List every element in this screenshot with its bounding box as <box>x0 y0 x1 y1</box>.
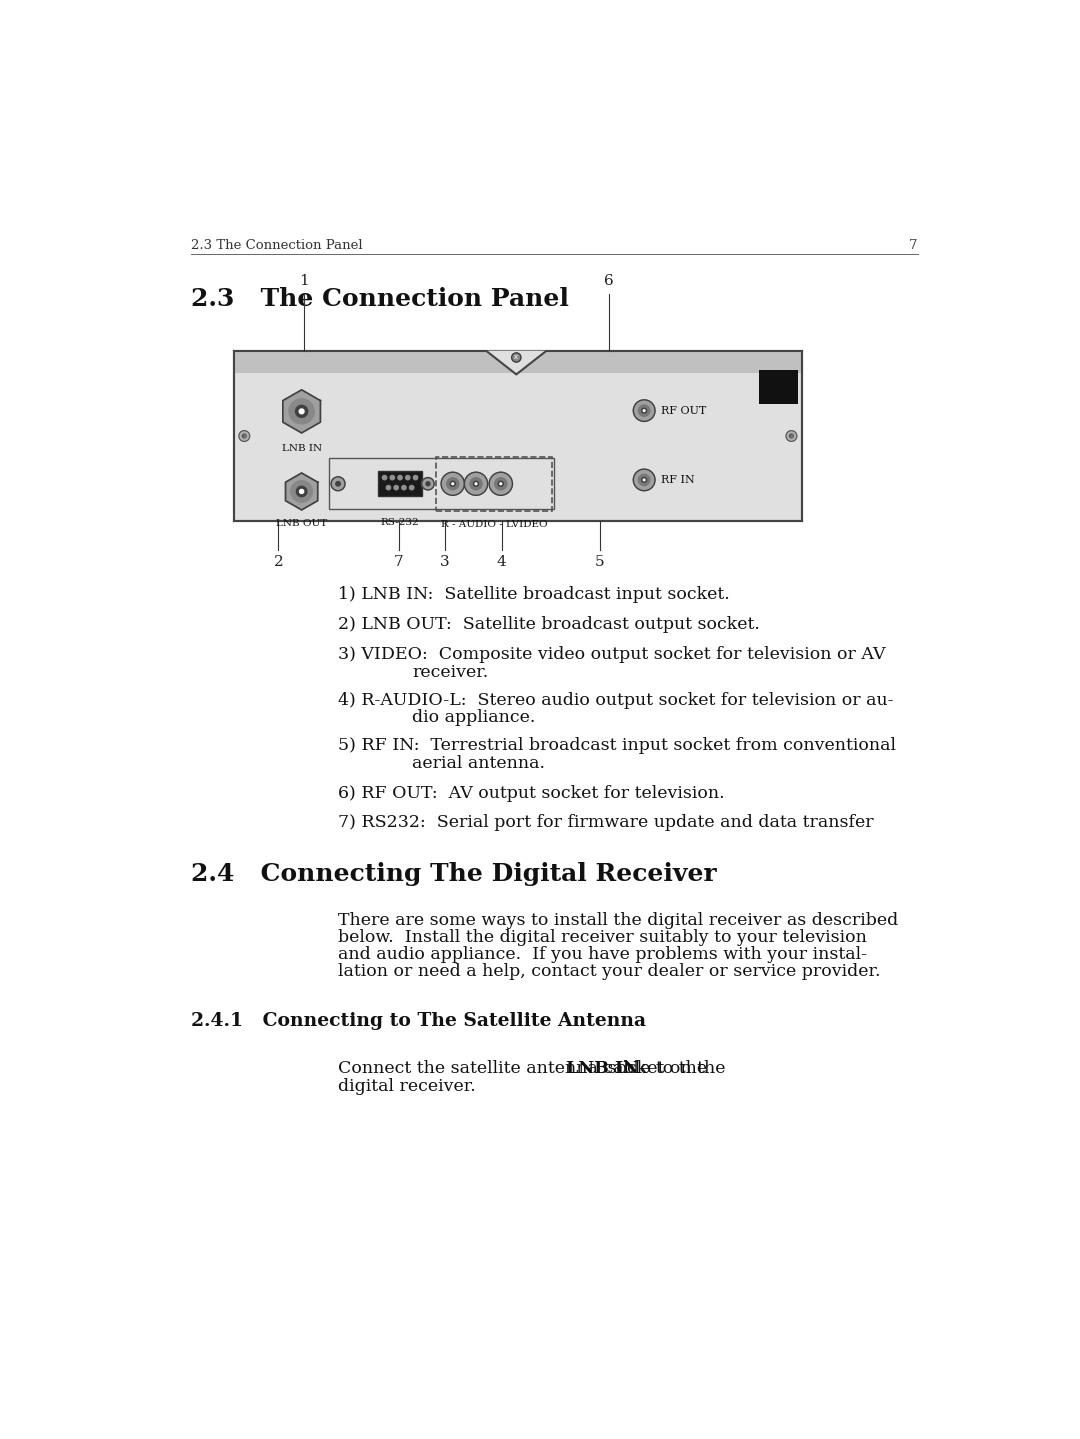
Circle shape <box>387 485 391 489</box>
Circle shape <box>642 409 647 413</box>
Circle shape <box>644 410 645 412</box>
Text: digital receiver.: digital receiver. <box>338 1078 476 1095</box>
Circle shape <box>495 478 507 489</box>
FancyBboxPatch shape <box>328 459 554 509</box>
Circle shape <box>299 489 303 494</box>
Text: and audio appliance.  If you have problems with your instal-: and audio appliance. If you have problem… <box>338 945 867 963</box>
Circle shape <box>289 399 314 425</box>
Circle shape <box>336 482 340 486</box>
Text: 6) RF OUT:  AV output socket for television.: 6) RF OUT: AV output socket for televisi… <box>338 784 725 802</box>
Text: 2) LNB OUT:  Satellite broadcast output socket.: 2) LNB OUT: Satellite broadcast output s… <box>338 616 760 633</box>
Circle shape <box>422 478 434 489</box>
Text: LNB IN: LNB IN <box>282 443 322 453</box>
Text: RF OUT: RF OUT <box>661 406 706 416</box>
Text: Connect the satellite antenna cable to the: Connect the satellite antenna cable to t… <box>338 1061 713 1078</box>
Circle shape <box>638 404 650 416</box>
Circle shape <box>475 484 477 485</box>
FancyBboxPatch shape <box>234 351 801 373</box>
Text: 2.4   Connecting The Digital Receiver: 2.4 Connecting The Digital Receiver <box>191 862 716 886</box>
Text: 5: 5 <box>595 554 605 568</box>
Text: 1) LNB IN:  Satellite broadcast input socket.: 1) LNB IN: Satellite broadcast input soc… <box>338 586 730 603</box>
FancyBboxPatch shape <box>759 370 798 404</box>
Text: RS-232: RS-232 <box>381 518 419 528</box>
Text: 6: 6 <box>605 275 615 288</box>
Circle shape <box>638 475 650 485</box>
Text: 2.3 The Connection Panel: 2.3 The Connection Panel <box>191 239 363 252</box>
Polygon shape <box>487 351 545 374</box>
Text: 4) R-AUDIO-L:  Stereo audio output socket for television or au-: 4) R-AUDIO-L: Stereo audio output socket… <box>338 692 893 708</box>
Circle shape <box>473 481 478 486</box>
Circle shape <box>464 472 488 495</box>
Polygon shape <box>283 390 321 433</box>
Circle shape <box>397 475 402 479</box>
Circle shape <box>789 435 794 437</box>
Circle shape <box>512 353 521 363</box>
Text: 5) RF IN:  Terrestrial broadcast input socket from conventional: 5) RF IN: Terrestrial broadcast input so… <box>338 737 896 754</box>
Text: LNB IN: LNB IN <box>566 1061 638 1078</box>
Circle shape <box>406 475 410 479</box>
Polygon shape <box>285 473 318 509</box>
Text: RF IN: RF IN <box>661 475 694 485</box>
Circle shape <box>426 482 430 486</box>
Circle shape <box>394 485 399 489</box>
Circle shape <box>500 484 502 485</box>
Circle shape <box>296 406 308 417</box>
Text: lation or need a help, contact your dealer or service provider.: lation or need a help, contact your deal… <box>338 963 880 980</box>
Text: There are some ways to install the digital receiver as described: There are some ways to install the digit… <box>338 912 899 930</box>
Text: dio appliance.: dio appliance. <box>413 709 536 727</box>
Text: LNB OUT: LNB OUT <box>276 519 327 528</box>
Text: x: x <box>789 433 794 439</box>
Circle shape <box>291 481 312 502</box>
Circle shape <box>498 481 503 486</box>
Text: 1: 1 <box>299 275 309 288</box>
FancyBboxPatch shape <box>378 472 422 496</box>
Text: R - AUDIO - LVIDEO: R - AUDIO - LVIDEO <box>441 519 548 530</box>
Circle shape <box>299 409 303 414</box>
Text: 2: 2 <box>273 554 283 568</box>
Circle shape <box>642 478 647 482</box>
Text: below.  Install the digital receiver suitably to your television: below. Install the digital receiver suit… <box>338 928 867 945</box>
Circle shape <box>409 485 414 489</box>
Text: receiver.: receiver. <box>413 663 488 681</box>
Text: 7) RS232:  Serial port for firmware update and data transfer: 7) RS232: Serial port for firmware updat… <box>338 814 874 832</box>
Text: x: x <box>242 433 246 439</box>
Circle shape <box>414 475 418 479</box>
Text: aerial antenna.: aerial antenna. <box>413 755 545 771</box>
Circle shape <box>450 481 456 486</box>
Circle shape <box>390 475 394 479</box>
Circle shape <box>489 472 512 495</box>
Circle shape <box>633 469 656 491</box>
Text: 3: 3 <box>441 554 449 568</box>
Text: 3) VIDEO:  Composite video output socket for television or AV: 3) VIDEO: Composite video output socket … <box>338 646 886 663</box>
Circle shape <box>382 475 387 479</box>
Circle shape <box>644 479 645 481</box>
Circle shape <box>633 400 656 422</box>
Text: 7: 7 <box>909 239 918 252</box>
Circle shape <box>441 472 464 495</box>
Text: x: x <box>514 354 518 361</box>
Circle shape <box>447 478 459 489</box>
Circle shape <box>470 478 482 489</box>
Circle shape <box>296 486 307 496</box>
Text: 4: 4 <box>497 554 507 568</box>
FancyBboxPatch shape <box>234 351 801 521</box>
Circle shape <box>242 435 246 437</box>
Text: socket on the: socket on the <box>602 1061 725 1078</box>
Circle shape <box>239 430 249 442</box>
Circle shape <box>402 485 406 489</box>
Circle shape <box>786 430 797 442</box>
Text: 7: 7 <box>394 554 403 568</box>
Text: 2.3   The Connection Panel: 2.3 The Connection Panel <box>191 286 569 311</box>
Circle shape <box>451 484 454 485</box>
Text: 2.4.1   Connecting to The Satellite Antenna: 2.4.1 Connecting to The Satellite Antenn… <box>191 1012 646 1030</box>
Circle shape <box>332 476 345 491</box>
